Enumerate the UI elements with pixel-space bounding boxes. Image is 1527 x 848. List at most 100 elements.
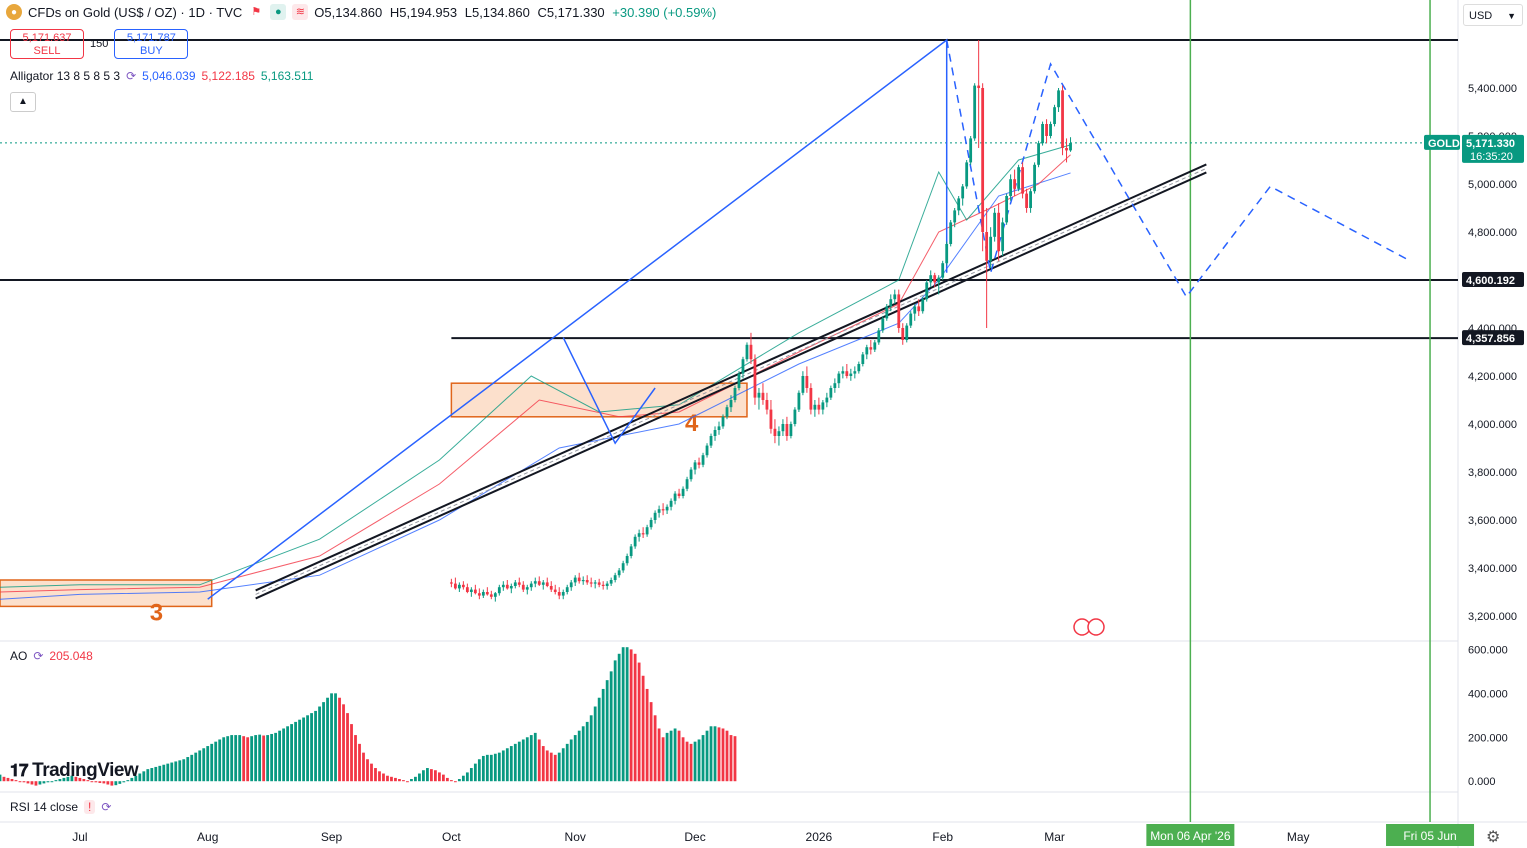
x-tick-label: 2026 — [806, 830, 833, 844]
settings-gear-icon[interactable]: ⚙ — [1486, 829, 1501, 846]
ao-bar — [701, 735, 705, 782]
buy-button[interactable]: 5,171.787 BUY — [114, 29, 189, 59]
y-tick-label: 3,200.000 — [1468, 611, 1517, 623]
candle-body — [605, 583, 609, 586]
ao-bar — [681, 737, 685, 782]
ao-bar — [705, 730, 709, 782]
ao-bar — [370, 763, 373, 782]
symbol-title[interactable]: CFDs on Gold (US$ / OZ) · 1D · TVC — [28, 4, 243, 20]
candle-body — [961, 186, 965, 199]
ao-bar — [378, 771, 381, 782]
y-tick-label: 4,800.000 — [1468, 227, 1517, 239]
refresh-icon[interactable]: ⟳ — [101, 800, 112, 814]
ao-bar — [286, 726, 290, 782]
candle-body — [989, 236, 993, 261]
ao-legend[interactable]: AO ⟳ 205.048 — [10, 649, 93, 663]
x-tick-label: May — [1287, 830, 1310, 844]
ao-bar — [469, 768, 473, 782]
candle-body — [473, 589, 477, 594]
candle-body — [837, 373, 841, 384]
candle-body — [1021, 167, 1024, 194]
ao-bar — [290, 724, 293, 782]
ao-bar — [437, 772, 441, 782]
candle-body — [1009, 179, 1013, 196]
ao-bar — [434, 770, 437, 782]
candle-body — [945, 244, 949, 264]
candle-body — [925, 282, 929, 300]
candle-body — [1033, 164, 1036, 192]
candle-body — [821, 402, 825, 410]
candle-body — [865, 347, 869, 355]
candle-body — [505, 584, 509, 589]
sell-price: 5,171.637 — [22, 32, 72, 44]
change-value: +30.390 (+0.59%) — [612, 4, 717, 20]
candle-body — [553, 589, 557, 592]
candle-body — [921, 299, 925, 312]
alligator-label: Alligator 13 8 5 8 5 3 — [10, 69, 121, 83]
ao-bar — [418, 773, 421, 782]
ao-bar — [382, 773, 385, 782]
ao-bar — [354, 735, 357, 782]
ao-bar — [545, 750, 549, 782]
candle-body — [489, 594, 493, 597]
tradingview-logo[interactable]: 𝟏𝟕 TradingView — [10, 760, 139, 781]
ao-bar — [593, 706, 597, 782]
ao-bar — [34, 781, 38, 786]
ao-bar — [733, 736, 737, 782]
candle-body — [801, 376, 805, 393]
ao-bar — [74, 776, 78, 782]
ao-bar — [234, 735, 238, 782]
ao-bar — [721, 728, 725, 782]
candle-body — [537, 581, 541, 585]
ao-bar — [398, 779, 401, 782]
ao-bar — [410, 779, 413, 782]
candle-body — [569, 582, 573, 588]
ao-bar — [82, 779, 86, 782]
candle-body — [817, 404, 821, 410]
candle-body — [577, 577, 581, 582]
candle-body — [1045, 124, 1048, 136]
symbol-tag-bg — [1424, 134, 1460, 150]
collapse-legend-button[interactable]: ▲ — [10, 92, 36, 112]
candle-body — [1005, 196, 1009, 223]
ao-bar — [669, 730, 673, 782]
ao-bar — [246, 737, 250, 782]
warning-icon[interactable]: ! — [84, 800, 96, 814]
refresh-icon[interactable]: ⟳ — [126, 69, 137, 83]
currency-select[interactable]: USD ▼ — [1463, 4, 1523, 26]
x-tick-label: Oct — [442, 830, 461, 844]
price-tag-label: 4,600.192 — [1466, 275, 1515, 287]
rsi-label: RSI 14 close — [10, 800, 79, 814]
ao-bar — [613, 660, 617, 782]
candle-body — [637, 533, 641, 537]
ao-bar — [637, 662, 641, 782]
ao-bar — [230, 735, 234, 782]
alligator-lips-line — [0, 144, 1071, 588]
rsi-legend[interactable]: RSI 14 close ! ⟳ — [10, 800, 111, 814]
candle-body — [705, 445, 709, 456]
candle-body — [785, 424, 789, 436]
candle-body — [761, 392, 765, 400]
refresh-icon[interactable]: ⟳ — [33, 649, 44, 663]
pattern-solid-line — [207, 38, 948, 600]
ao-bar — [533, 732, 537, 782]
x-tick-label: Nov — [565, 830, 586, 844]
ao-bar — [645, 688, 649, 782]
candle-body — [549, 586, 553, 590]
flag-icon[interactable]: ⚑ — [251, 6, 262, 18]
ao-bar — [182, 759, 186, 782]
candle-body — [589, 582, 593, 584]
ao-bar — [22, 781, 26, 783]
candle-body — [1013, 179, 1017, 189]
candle-body — [1061, 90, 1064, 148]
sell-button[interactable]: 5,171.637 SELL — [10, 29, 84, 59]
ohlc-values: O5,134.860 H5,194.953 L5,134.860 C5,171.… — [314, 5, 720, 20]
ao-bar — [90, 781, 94, 783]
ao-bar — [218, 739, 222, 782]
alligator-legend[interactable]: Alligator 13 8 5 8 5 3 ⟳ 5,046.039 5,122… — [10, 69, 313, 83]
zone-box — [0, 579, 213, 608]
wave-icon[interactable]: ≋ — [292, 4, 309, 20]
candle-body — [981, 88, 985, 232]
ao-label: AO — [10, 649, 28, 663]
